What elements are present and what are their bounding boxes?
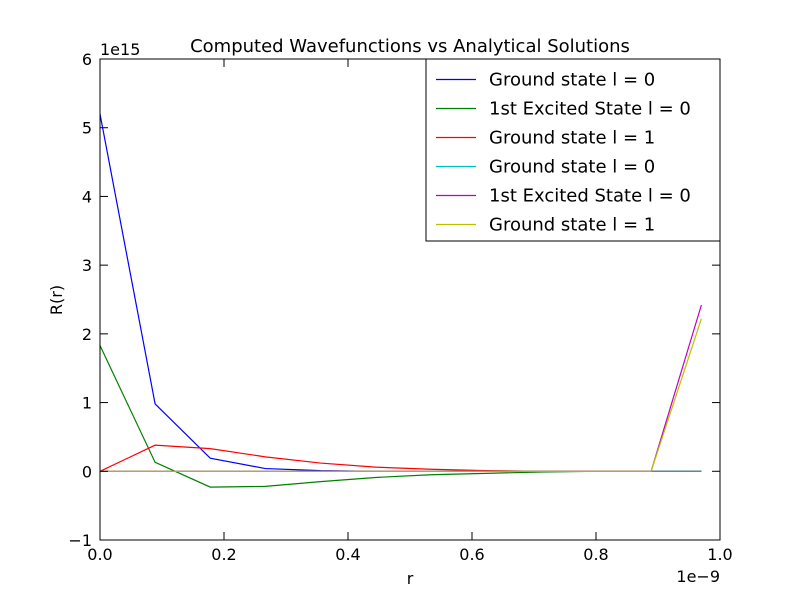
series-line-6 xyxy=(100,318,702,472)
y-tick-label: 4 xyxy=(82,187,92,206)
legend-label-5: 1st Excited State l = 0 xyxy=(489,186,691,207)
x-tick-label: 0.4 xyxy=(335,545,360,564)
x-tick-label: 0.2 xyxy=(211,545,236,564)
x-tick-label: 0.8 xyxy=(583,545,608,564)
legend: Ground state l = 0 1st Excited State l = … xyxy=(425,58,721,242)
y-tick-label: 3 xyxy=(82,256,92,275)
chart-title: Computed Wavefunctions vs Analytical Sol… xyxy=(190,36,630,57)
series-layer xyxy=(99,113,702,488)
y-tick-label: 6 xyxy=(82,50,92,69)
y-tick-label: 1 xyxy=(82,394,92,413)
legend-label-4: Ground state l = 0 xyxy=(489,157,655,178)
legend-label-3: Ground state l = 1 xyxy=(489,128,655,149)
y-tick-label: −1 xyxy=(68,531,92,550)
plot-frame xyxy=(99,58,721,541)
legend-label-6: Ground state l = 1 xyxy=(489,215,655,236)
x-tick-label: 0.6 xyxy=(459,545,484,564)
x-tick-label: 1.0 xyxy=(707,545,732,564)
y-tick-label: 2 xyxy=(82,325,92,344)
legend-label-2: 1st Excited State l = 0 xyxy=(489,99,691,120)
legend-box xyxy=(425,58,721,242)
x-offset-label: 1e−9 xyxy=(676,567,720,586)
y-axis-title: R(r) xyxy=(47,285,66,315)
y-tick-label: 5 xyxy=(82,119,92,138)
legend-label-1: Ground state l = 0 xyxy=(489,70,655,91)
y-tick-label: 0 xyxy=(82,462,92,481)
x-tick-label: 0.0 xyxy=(87,545,112,564)
x-axis-title: r xyxy=(407,569,414,588)
y-offset-label: 1e15 xyxy=(100,40,140,59)
